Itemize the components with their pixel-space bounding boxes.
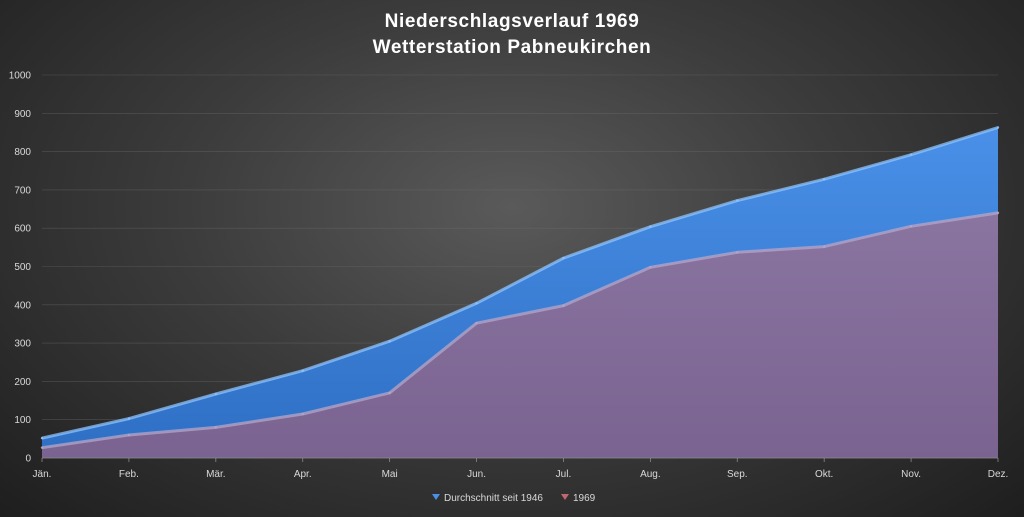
data-point-series-1-6 xyxy=(562,304,565,307)
data-point-series-0-9 xyxy=(822,177,826,181)
data-point-series-0-3 xyxy=(301,369,304,372)
data-point-series-0-11 xyxy=(996,126,1000,129)
y-tick-label: 0 xyxy=(25,454,31,465)
data-point-series-0-10 xyxy=(909,153,913,156)
x-tick-label: Sep. xyxy=(727,469,748,480)
data-point-series-1-9 xyxy=(822,245,826,248)
x-tick-label: Dez. xyxy=(988,469,1009,480)
y-axis: 0 100 200 300 400 500 600 700 800 900 1000 xyxy=(9,71,32,465)
area-series-1 xyxy=(42,212,998,458)
legend-label-durchschnitt: Durchschnitt seit 1946 xyxy=(444,493,543,504)
x-tick-label: Aug. xyxy=(640,469,661,480)
legend-swatch-durchschnitt xyxy=(432,494,440,500)
y-tick-label: 100 xyxy=(14,415,31,426)
data-point-series-1-4 xyxy=(388,391,391,395)
data-point-series-1-5 xyxy=(475,321,478,325)
y-tick-label: 400 xyxy=(14,300,31,311)
area-edge-series-0 xyxy=(41,126,999,440)
data-point-series-0-6 xyxy=(562,256,565,260)
data-point-series-0-4 xyxy=(388,339,391,343)
data-point-series-1-8 xyxy=(736,251,739,254)
data-point-series-1-0 xyxy=(40,446,44,449)
plot-areas xyxy=(40,126,1000,459)
data-point-series-0-2 xyxy=(214,392,218,396)
data-point-series-1-2 xyxy=(214,426,218,429)
data-point-series-0-5 xyxy=(475,302,478,305)
x-tick-label: Nov. xyxy=(901,469,921,480)
y-tick-label: 1000 xyxy=(9,71,32,82)
x-tick-label: Feb. xyxy=(119,469,139,480)
legend: Durchschnitt seit 1946 1969 xyxy=(432,493,596,504)
chart-title-line-2: Wetterstation Pabneukirchen xyxy=(373,37,652,58)
x-tick-label: Mai xyxy=(382,469,398,480)
legend-swatch-1969 xyxy=(561,494,569,500)
x-tick-label: Jul. xyxy=(556,469,572,480)
x-tick-label: Apr. xyxy=(294,469,312,480)
data-point-series-0-1 xyxy=(127,417,131,420)
y-tick-label: 500 xyxy=(14,262,31,273)
y-tick-label: 600 xyxy=(14,224,31,235)
x-axis: Jän. Feb. Mär. Apr. Mai Jun. Jul. Aug. Sep. Okt. N… xyxy=(33,458,1009,480)
y-tick-label: 700 xyxy=(14,185,31,196)
y-tick-label: 200 xyxy=(14,377,31,388)
y-tick-label: 900 xyxy=(14,109,31,120)
area-edge-series-1 xyxy=(41,211,999,450)
y-tick-label: 300 xyxy=(14,339,31,350)
data-point-series-1-11 xyxy=(996,211,1000,215)
legend-label-1969: 1969 xyxy=(573,493,596,504)
data-point-series-1-1 xyxy=(127,433,131,437)
data-point-series-0-7 xyxy=(649,225,652,228)
x-tick-label: Jän. xyxy=(33,469,52,480)
data-point-series-0-8 xyxy=(736,199,739,202)
data-point-series-1-7 xyxy=(649,266,652,269)
x-tick-label: Jun. xyxy=(467,469,486,480)
x-tick-label: Okt. xyxy=(815,469,833,480)
data-point-series-0-0 xyxy=(40,436,44,440)
x-tick-label: Mär. xyxy=(206,469,225,480)
data-point-series-1-3 xyxy=(301,412,304,416)
y-tick-label: 800 xyxy=(14,147,31,158)
data-point-series-1-10 xyxy=(909,225,913,228)
chart-title-line-1: Niederschlagsverlauf 1969 xyxy=(385,11,640,32)
